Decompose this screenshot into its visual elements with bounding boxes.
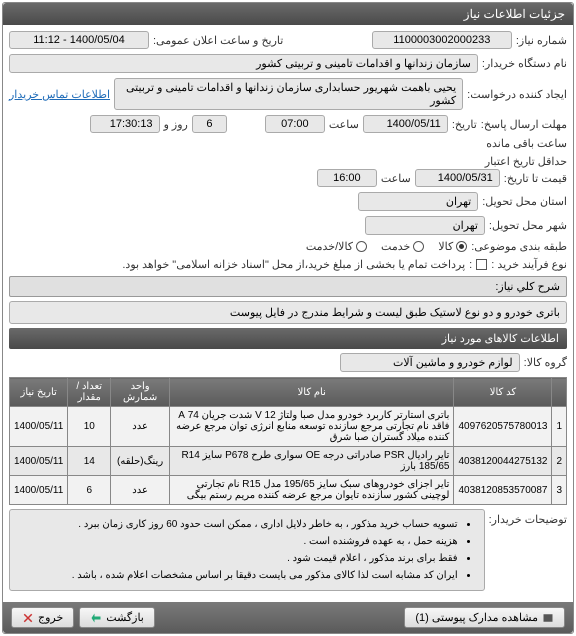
- footer-bar: مشاهده مدارک پیوستی (1) بازگشت خروج: [3, 602, 573, 633]
- window-title: جزئیات اطلاعات نیاز: [3, 3, 573, 25]
- valid-label: حداقل تاریخ اعتبار: [485, 155, 567, 168]
- table-cell: رینگ(حلقه): [111, 447, 170, 476]
- valid-time-field: 16:00: [317, 169, 377, 187]
- buyer-notes-label: توضیحات خریدار:: [489, 509, 567, 526]
- table-header: نام کالا: [170, 378, 454, 407]
- process-checkbox[interactable]: [476, 259, 487, 270]
- table-cell: 4038120853570087: [454, 476, 552, 505]
- buyer-label: نام دستگاه خریدار:: [482, 57, 567, 70]
- group-label: گروه کالا:: [524, 356, 567, 369]
- note-item: فقط برای برند مذکور ، اعلام قیمت شود .: [18, 550, 458, 567]
- need-no-field: 1100003002000233: [372, 31, 512, 49]
- table-cell: 1400/05/11: [10, 407, 68, 447]
- loc-city-label: شهر محل تحویل:: [489, 219, 567, 232]
- table-cell: تایر رادیال PSR صادراتی درجه OE سواری طر…: [170, 447, 454, 476]
- table-cell: 1400/05/11: [10, 476, 68, 505]
- category-label: طبقه بندی موضوعی:: [471, 240, 567, 253]
- remain-time-field: 17:30:13: [90, 115, 160, 133]
- radio-service[interactable]: [413, 241, 424, 252]
- table-header: کد کالا: [454, 378, 552, 407]
- back-icon: [90, 612, 102, 624]
- deadline-label: مهلت ارسال پاسخ:: [481, 118, 567, 131]
- days-label: روز و: [164, 118, 188, 131]
- process-label: نوع فرآیند خرید :: [491, 258, 567, 271]
- buyer-field: سازمان زندانها و اقدامات تامینی و تربیتی…: [9, 54, 478, 73]
- table-cell: 2: [552, 447, 567, 476]
- remain-label: ساعت باقی مانده: [486, 137, 567, 150]
- valid-label2: قیمت تا تاریخ:: [504, 172, 567, 185]
- table-cell: 3: [552, 476, 567, 505]
- table-header: [552, 378, 567, 407]
- back-label: بازگشت: [106, 611, 144, 624]
- exit-label: خروج: [38, 611, 63, 624]
- loc-province-field: تهران: [358, 192, 478, 211]
- deadline-date-field: 1400/05/11: [363, 115, 448, 133]
- need-desc-header: شرح کلي نياز:: [9, 276, 567, 297]
- back-button[interactable]: بازگشت: [79, 607, 155, 628]
- table-cell: 4038120044275132: [454, 447, 552, 476]
- need-no-label: شماره نیاز:: [516, 34, 567, 47]
- exit-icon: [22, 612, 34, 624]
- creator-label: ایجاد کننده درخواست:: [467, 88, 567, 101]
- table-cell: عدد: [111, 476, 170, 505]
- radio-both-label: کالا/خدمت: [306, 240, 353, 253]
- note-item: هزینه حمل ، به عهده فروشنده است .: [18, 533, 458, 550]
- table-cell: 14: [68, 447, 111, 476]
- valid-date-field: 1400/05/31: [415, 169, 500, 187]
- table-cell: باتری استارتر کاربرد خودرو مدل صبا ولتاژ…: [170, 407, 454, 447]
- note-item: ایران کد مشابه است لذا کالای مذکور می با…: [18, 567, 458, 584]
- ann-date-field: 1400/05/04 - 11:12: [9, 31, 149, 49]
- loc-label: استان محل تحویل:: [482, 195, 567, 208]
- table-cell: تایر اجزای خودروهای سبک سایز 195/65 مدل …: [170, 476, 454, 505]
- attachments-label: مشاهده مدارک پیوستی (1): [415, 611, 538, 624]
- table-row: 14097620575780013باتری استارتر کاربرد خو…: [10, 407, 567, 447]
- table-header: تاریخ نیاز: [10, 378, 68, 407]
- attachment-icon: [542, 612, 554, 624]
- note-item: تسویه حساب خرید مذکور ، به خاطر دلایل اد…: [18, 516, 458, 533]
- contact-link[interactable]: اطلاعات تماس خریدار: [9, 88, 110, 101]
- radio-goods[interactable]: [456, 241, 467, 252]
- loc-city-field: تهران: [365, 216, 485, 235]
- process-note-colon: :: [469, 259, 472, 271]
- group-field: لوازم خودرو و ماشین آلات: [340, 353, 520, 372]
- buyer-notes-box: تسویه حساب خرید مذکور ، به خاطر دلایل اد…: [9, 509, 485, 591]
- days-field: 6: [192, 115, 227, 133]
- table-cell: عدد: [111, 407, 170, 447]
- radio-both[interactable]: [356, 241, 367, 252]
- items-table: کد کالانام کالاواحد شمارشتعداد / مقدارتا…: [9, 377, 567, 505]
- exit-button[interactable]: خروج: [11, 607, 74, 628]
- table-header: تعداد / مقدار: [68, 378, 111, 407]
- ann-date-label: تاریخ و ساعت اعلان عمومی:: [153, 34, 283, 47]
- need-desc-field: باتری خودرو و دو نوع لاستیک طبق لیست و ش…: [9, 301, 567, 324]
- table-cell: 1400/05/11: [10, 447, 68, 476]
- items-section-title: اطلاعات كالاهای مورد نياز: [9, 328, 567, 349]
- creator-field: یحیی باهمت شهریور حسابداری سازمان زندانه…: [114, 78, 463, 110]
- radio-service-label: خدمت: [381, 240, 410, 253]
- table-row: 24038120044275132تایر رادیال PSR صادراتی…: [10, 447, 567, 476]
- category-radio-group: کالا خدمت کالا/خدمت: [306, 240, 467, 253]
- table-row: 34038120853570087تایر اجزای خودروهای سبک…: [10, 476, 567, 505]
- deadline-date-label: تاریخ:: [452, 118, 477, 131]
- table-cell: 1: [552, 407, 567, 447]
- attachments-button[interactable]: مشاهده مدارک پیوستی (1): [404, 607, 565, 628]
- deadline-time-field: 07:00: [265, 115, 325, 133]
- table-header: واحد شمارش: [111, 378, 170, 407]
- process-note: پرداخت تمام یا بخشی از مبلغ خرید،از محل …: [122, 258, 465, 271]
- time-label-1: ساعت: [329, 118, 359, 131]
- table-cell: 10: [68, 407, 111, 447]
- table-cell: 4097620575780013: [454, 407, 552, 447]
- time-label-2: ساعت: [381, 172, 411, 185]
- radio-goods-label: کالا: [438, 240, 453, 253]
- table-cell: 6: [68, 476, 111, 505]
